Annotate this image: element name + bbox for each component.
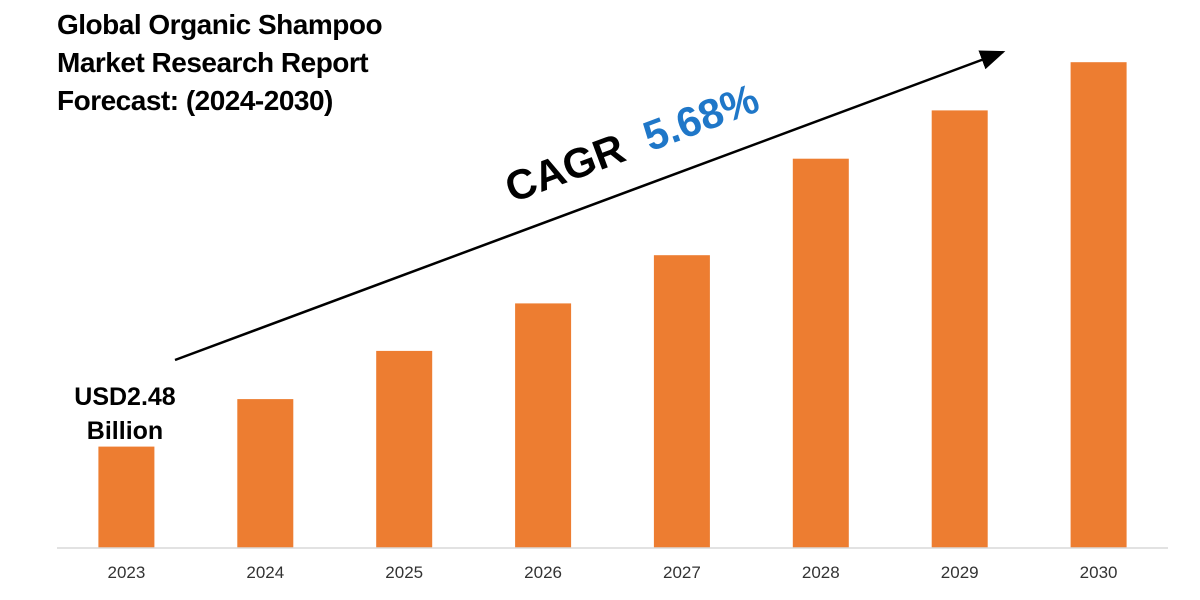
x-tick-label-2023: 2023 xyxy=(107,563,145,582)
chart-title: Global Organic Shampoo Market Research R… xyxy=(57,6,437,120)
bar-2030 xyxy=(1070,62,1127,548)
bar-2023 xyxy=(98,446,155,548)
growth-arrow xyxy=(174,50,1006,362)
x-tick-label-2024: 2024 xyxy=(246,563,284,582)
x-tick-label-2027: 2027 xyxy=(663,563,701,582)
bar-2025 xyxy=(376,350,433,548)
x-tick-label-2030: 2030 xyxy=(1080,563,1118,582)
bar-2028 xyxy=(792,158,849,548)
bars-group xyxy=(98,62,1127,549)
bar-2027 xyxy=(653,255,710,548)
x-tick-label-2029: 2029 xyxy=(941,563,979,582)
title-line-2: Market Research Report xyxy=(57,47,369,78)
bar-2026 xyxy=(515,303,572,548)
bar-2029 xyxy=(931,110,988,549)
title-line-1: Global Organic Shampoo xyxy=(57,9,383,40)
x-tick-labels: 2023 2024 2025 2026 2027 2028 2029 2030 xyxy=(107,563,1117,582)
x-tick-label-2026: 2026 xyxy=(524,563,562,582)
start-value-label-line-2: Billion xyxy=(87,417,163,445)
bar-2024 xyxy=(237,399,294,548)
start-value-label-line-1: USD2.48 xyxy=(74,383,176,411)
x-tick-label-2028: 2028 xyxy=(802,563,840,582)
x-tick-label-2025: 2025 xyxy=(385,563,423,582)
title-line-3: Forecast: (2024-2030) xyxy=(57,85,333,116)
